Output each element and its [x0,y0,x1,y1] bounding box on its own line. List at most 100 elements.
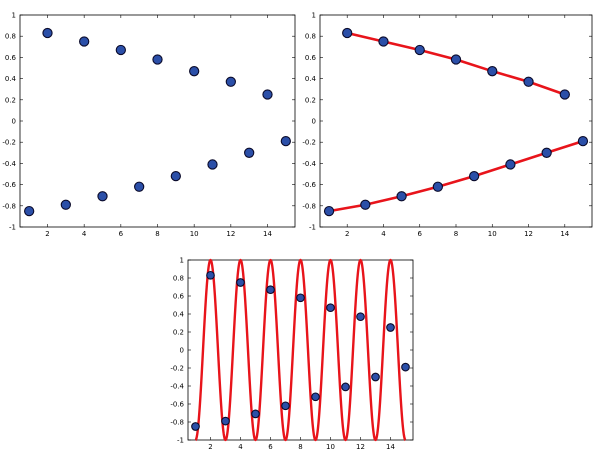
data-point [342,27,353,39]
data-point [225,76,236,87]
x-tick-label: 2 [45,230,49,238]
data-point [281,401,290,411]
data-point [559,89,570,100]
data-point [97,191,108,202]
data-point [360,199,371,210]
series-curve [194,258,407,442]
y-tick-label: 1 [312,12,316,20]
x-tick-label: 10 [326,443,335,451]
y-tick-label: -0.6 [170,401,184,409]
plot-top-right: 1 0.8 0.6 0.4 0.2 0 -0.2 -0.4 -0.6 -0.8 -1 2 4 6 8 10 12… [302,12,593,238]
data-point [401,362,410,372]
data-point [311,392,320,402]
data-point [262,89,273,100]
x-tick-label: 12 [226,230,235,238]
y-tick-label: 0.2 [305,96,316,104]
series-line [327,139,585,213]
data-point [24,205,35,217]
data-point [341,382,350,392]
data-point [523,76,534,87]
data-point [244,147,255,158]
y-tick-label: 0.8 [173,275,184,283]
y-tick-label: -0.8 [302,202,316,210]
y-tick-label: 0 [12,118,16,126]
y-tick-label: -0.2 [302,139,316,147]
data-point [414,44,425,56]
y-tick-label: -1 [309,224,316,232]
data-point [296,293,305,303]
data-point [115,44,126,56]
data-point [378,36,389,47]
y-tick-label: 0.4 [173,311,185,319]
data-point [371,372,380,382]
x-tick-label: 12 [356,443,365,451]
data-point [206,270,215,280]
y-tick-label: -1 [177,437,184,445]
data-point [432,181,444,192]
x-tick-label: 2 [208,443,212,451]
data-point [79,36,90,47]
y-tick-label: 0.8 [305,33,316,41]
y-tick-label: -0.8 [2,202,16,210]
plot-bottom: 1 0.8 0.6 0.4 0.2 0 -0.2 -0.4 -0.6 -0.8 -1 2 4 6 8 10 12… [170,257,414,451]
y-tick-label: 0.6 [305,54,317,62]
y-tick-label: 0.8 [5,33,16,41]
x-tick-label: 14 [263,230,272,238]
x-tick-label: 14 [560,230,569,238]
axes-box [319,14,593,228]
y-tick-label: -0.6 [302,181,316,189]
y-tick-label: -0.6 [2,181,16,189]
plot-top-left: 1 0.8 0.6 0.4 0.2 0 -0.2 -0.4 -0.6 -0.8 -1 2 4 6 8 10 12… [2,12,296,238]
x-tick-label: 12 [524,230,533,238]
data-point [236,278,245,287]
x-tick-label: 6 [417,230,422,238]
data-point [487,66,498,77]
data-point [326,303,335,313]
y-tick-label: -0.4 [302,160,316,168]
data-point [541,147,552,158]
y-tick-label: -0.8 [170,419,184,427]
data-point [280,135,291,147]
x-tick-label: 14 [386,443,395,451]
y-tick-label: 0.2 [5,96,16,104]
x-tick-label: 8 [298,443,302,451]
data-point [577,135,589,147]
axes-box [19,14,296,228]
x-tick-label: 4 [381,230,386,238]
data-point [396,191,407,202]
data-point [134,181,145,192]
data-point [386,323,395,332]
x-tick-label: 4 [82,230,87,238]
data-point [207,159,218,170]
data-point [251,409,260,419]
data-point [170,170,181,182]
data-point [266,285,275,295]
x-tick-label: 10 [488,230,497,238]
data-point [505,159,516,170]
y-tick-label: 0.2 [173,329,184,337]
y-tick-label: -1 [9,224,16,232]
data-point [221,416,230,426]
data-point [189,66,200,77]
x-tick-label: 6 [268,443,273,451]
y-tick-label: -0.4 [2,160,16,168]
data-point [191,422,200,431]
data-point [450,54,462,65]
data-point [323,205,335,217]
x-tick-label: 8 [454,230,458,238]
y-tick-label: 1 [12,12,16,20]
y-tick-label: -0.2 [2,139,16,147]
y-tick-label: 1 [180,257,184,265]
y-tick-label: 0.4 [5,75,17,83]
x-tick-label: 8 [155,230,159,238]
y-tick-label: 0 [180,347,184,355]
y-tick-label: -0.4 [170,383,184,391]
axes-box [187,259,414,441]
data-point [60,199,71,210]
y-tick-label: -0.2 [170,365,184,373]
y-tick-label: 0.4 [305,75,317,83]
data-point [468,170,480,182]
data-point [152,54,163,65]
y-tick-label: 0.6 [173,293,185,301]
x-tick-label: 2 [345,230,349,238]
